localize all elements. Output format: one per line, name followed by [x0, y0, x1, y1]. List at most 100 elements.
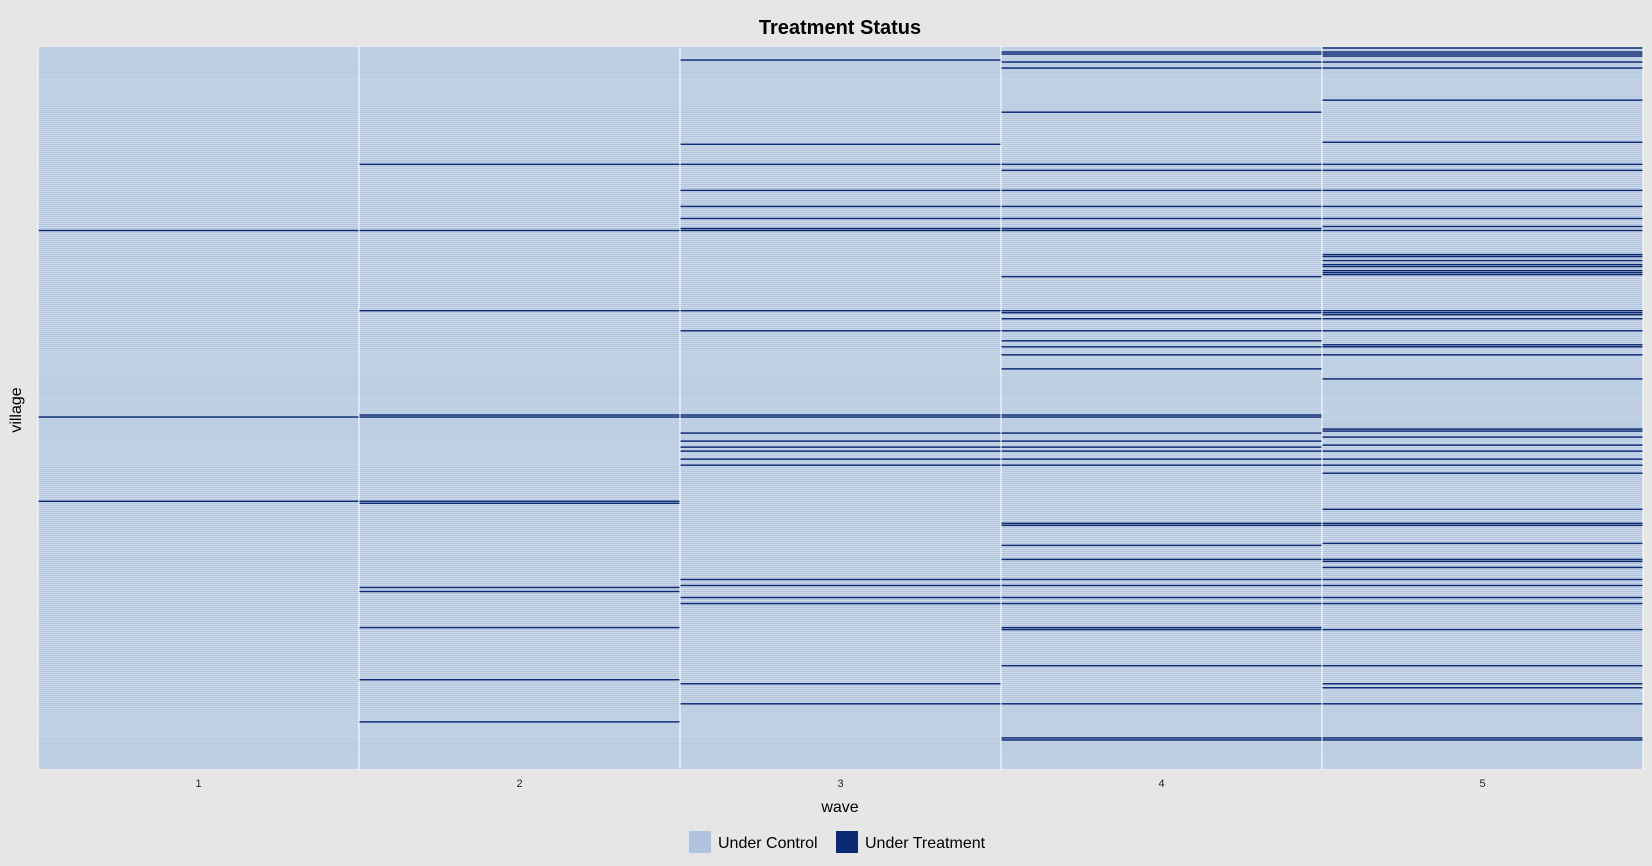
- treated-cell: [1322, 602, 1643, 605]
- treated-cell: [680, 578, 1001, 581]
- treated-cell: [680, 229, 1001, 232]
- treated-cell: [359, 309, 680, 312]
- treated-cell: [680, 596, 1001, 599]
- treated-cell: [1322, 255, 1643, 258]
- treated-cell: [1322, 344, 1643, 346]
- treated-cell: [1001, 626, 1322, 629]
- x-tick-label: 3: [837, 778, 843, 790]
- treated-cell: [1322, 683, 1643, 685]
- legend: Under Control Under Treatment: [689, 831, 986, 853]
- treated-cell: [359, 414, 680, 416]
- treated-cell: [1322, 436, 1643, 438]
- treated-cell: [359, 679, 680, 681]
- treated-cell: [680, 309, 1001, 312]
- treated-cell: [680, 440, 1001, 442]
- x-tick-label: 4: [1158, 778, 1164, 790]
- treated-cell: [1322, 508, 1643, 511]
- treated-cell: [1322, 524, 1643, 527]
- treated-cell: [1322, 99, 1643, 101]
- treated-cell: [1001, 217, 1322, 220]
- treated-cell: [1001, 330, 1322, 332]
- legend-label-control: Under Control: [718, 835, 818, 852]
- treated-cell: [1322, 472, 1643, 474]
- treated-cell: [1322, 596, 1643, 599]
- treated-cell: [1322, 169, 1643, 172]
- chart-title: Treatment Status: [759, 17, 921, 39]
- treated-cell: [1322, 55, 1643, 57]
- treated-cell: [1322, 269, 1643, 272]
- treated-cell: [1322, 430, 1643, 432]
- treated-cell: [1322, 163, 1643, 166]
- heatmap-plot-area: [37, 46, 1644, 770]
- treated-cell: [1322, 271, 1643, 274]
- treated-cell: [1322, 311, 1643, 314]
- treated-cell: [1001, 578, 1322, 581]
- treated-cell: [1322, 542, 1643, 545]
- treated-cell: [359, 626, 680, 629]
- treated-cell: [1322, 53, 1643, 55]
- treated-cell: [680, 227, 1001, 230]
- treated-cell: [680, 414, 1001, 416]
- legend-label-treatment: Under Treatment: [865, 835, 986, 852]
- treated-cell: [1322, 378, 1643, 380]
- treated-cell: [680, 163, 1001, 166]
- treated-cell: [680, 217, 1001, 220]
- treated-cell: [1322, 51, 1643, 53]
- treated-cell: [1001, 354, 1322, 356]
- treated-cell: [359, 500, 680, 503]
- x-tick-label: 2: [516, 778, 522, 790]
- treated-cell: [1322, 318, 1643, 320]
- treated-cell: [1001, 414, 1322, 416]
- treated-cell: [1001, 664, 1322, 667]
- treated-cell: [1322, 205, 1643, 208]
- legend-swatch-control: [689, 831, 711, 853]
- treated-cell: [1001, 189, 1322, 192]
- treated-cell: [359, 163, 680, 166]
- treated-cell: [359, 590, 680, 593]
- treated-cell: [1001, 368, 1322, 370]
- treated-cell: [1001, 602, 1322, 605]
- treated-cell: [1322, 566, 1643, 569]
- treated-cell: [1001, 275, 1322, 278]
- treated-cell: [1322, 61, 1643, 63]
- wave-column-1: [38, 46, 359, 770]
- treated-cell: [1322, 458, 1643, 460]
- treated-cell: [1322, 558, 1643, 561]
- treated-cell: [1001, 584, 1322, 587]
- treated-cell: [680, 143, 1001, 146]
- treated-cell: [1001, 311, 1322, 314]
- treated-cell: [1322, 229, 1643, 232]
- treated-cell: [1001, 229, 1322, 232]
- treated-cell: [38, 500, 359, 503]
- treated-cell: [1322, 739, 1643, 741]
- treated-cell: [1001, 524, 1322, 527]
- treated-cell: [680, 59, 1001, 61]
- wave-column-2: [359, 46, 680, 770]
- treated-cell: [1001, 522, 1322, 525]
- treated-cell: [359, 721, 680, 723]
- treated-cell: [1001, 440, 1322, 442]
- treated-cell: [1322, 265, 1643, 268]
- treated-cell: [1322, 560, 1643, 563]
- treated-cell: [1001, 309, 1322, 312]
- treated-cell: [1322, 225, 1643, 228]
- treated-cell: [680, 683, 1001, 685]
- treated-cell: [1322, 330, 1643, 332]
- treated-cell: [1001, 61, 1322, 63]
- treated-cell: [680, 464, 1001, 466]
- wave-column-5: [1322, 46, 1643, 770]
- treated-cell: [1001, 111, 1322, 113]
- treated-cell: [1322, 189, 1643, 192]
- legend-swatch-treatment: [836, 831, 858, 853]
- treated-cell: [1322, 428, 1643, 430]
- treated-cell: [359, 416, 680, 418]
- treated-cell: [680, 330, 1001, 332]
- treated-cell: [1322, 464, 1643, 466]
- wave-column-3: [680, 46, 1001, 770]
- treated-cell: [680, 602, 1001, 605]
- treated-cell: [1322, 522, 1643, 525]
- treated-cell: [1001, 53, 1322, 55]
- treated-cell: [1001, 318, 1322, 320]
- treated-cell: [1322, 141, 1643, 144]
- treated-cell: [38, 229, 359, 232]
